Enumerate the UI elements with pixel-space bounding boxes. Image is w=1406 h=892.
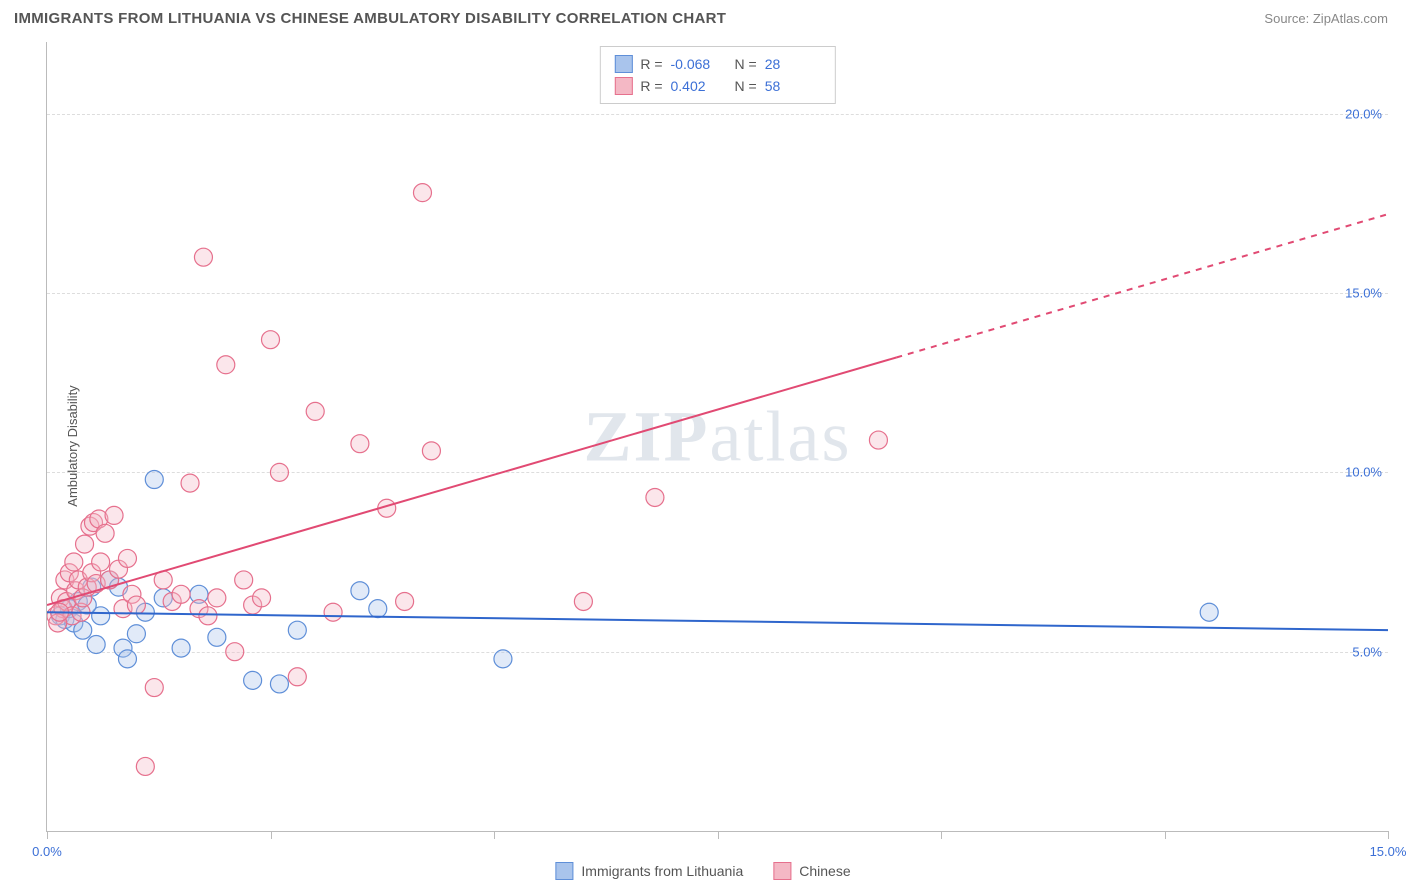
x-tick-label: 15.0%: [1370, 844, 1406, 859]
x-tick: [718, 831, 719, 839]
source-label: Source:: [1264, 11, 1309, 26]
lithuania-point: [87, 636, 105, 654]
chinese-point: [574, 592, 592, 610]
lithuania-swatch-icon: [555, 862, 573, 880]
chinese-point: [235, 571, 253, 589]
legend-item-lithuania: Immigrants from Lithuania: [555, 862, 743, 880]
source-attribution: Source: ZipAtlas.com: [1264, 11, 1388, 26]
chinese-point: [181, 474, 199, 492]
chinese-point: [118, 549, 136, 567]
chinese-point: [288, 668, 306, 686]
legend-label-lithuania: Immigrants from Lithuania: [581, 863, 743, 879]
chart-plot-area: ZIPatlas R = -0.068 N = 28 R = 0.402 N =…: [46, 42, 1388, 832]
correlation-legend-row-1: R = -0.068 N = 28: [614, 53, 820, 75]
x-tick: [1165, 831, 1166, 839]
chinese-point: [92, 553, 110, 571]
scatter-svg: [47, 42, 1388, 831]
chinese-point: [208, 589, 226, 607]
legend-item-chinese: Chinese: [773, 862, 850, 880]
chinese-point: [306, 402, 324, 420]
lithuania-point: [244, 671, 262, 689]
chinese-point: [145, 679, 163, 697]
chinese-point: [96, 524, 114, 542]
lithuania-point: [208, 628, 226, 646]
lithuania-r-value: -0.068: [671, 53, 727, 75]
header: IMMIGRANTS FROM LITHUANIA VS CHINESE AMB…: [0, 0, 1406, 35]
x-tick: [1388, 831, 1389, 839]
chinese-r-value: 0.402: [671, 75, 727, 97]
correlation-legend: R = -0.068 N = 28 R = 0.402 N = 58: [599, 46, 835, 104]
chinese-trendline: [47, 357, 896, 605]
chinese-point: [105, 506, 123, 524]
chinese-point: [226, 643, 244, 661]
chinese-trendline-extrapolated: [896, 214, 1388, 357]
chart-title: IMMIGRANTS FROM LITHUANIA VS CHINESE AMB…: [14, 10, 726, 27]
chinese-point: [351, 435, 369, 453]
r-label: R =: [640, 53, 662, 75]
chinese-point: [253, 589, 271, 607]
lithuania-point: [172, 639, 190, 657]
lithuania-point: [351, 582, 369, 600]
chinese-point: [324, 603, 342, 621]
chinese-point: [646, 488, 664, 506]
source-name: ZipAtlas.com: [1313, 11, 1388, 26]
x-tick: [271, 831, 272, 839]
lithuania-point: [1200, 603, 1218, 621]
lithuania-point: [145, 471, 163, 489]
chinese-point: [413, 184, 431, 202]
chinese-point: [396, 592, 414, 610]
chinese-point: [422, 442, 440, 460]
lithuania-point: [369, 600, 387, 618]
lithuania-point: [270, 675, 288, 693]
lithuania-n-value: 28: [765, 53, 821, 75]
chinese-point: [65, 553, 83, 571]
lithuania-swatch-icon: [614, 55, 632, 73]
correlation-legend-row-2: R = 0.402 N = 58: [614, 75, 820, 97]
chinese-point: [194, 248, 212, 266]
lithuania-point: [118, 650, 136, 668]
chinese-n-value: 58: [765, 75, 821, 97]
x-tick: [941, 831, 942, 839]
lithuania-point: [127, 625, 145, 643]
chinese-point: [270, 463, 288, 481]
lithuania-trendline: [47, 612, 1388, 630]
chinese-point: [172, 585, 190, 603]
chinese-point: [199, 607, 217, 625]
n-label: N =: [735, 53, 757, 75]
chinese-point: [76, 535, 94, 553]
chinese-point: [127, 596, 145, 614]
chinese-swatch-icon: [614, 77, 632, 95]
chinese-swatch-icon: [773, 862, 791, 880]
chinese-point: [869, 431, 887, 449]
x-tick: [47, 831, 48, 839]
chinese-point: [262, 331, 280, 349]
series-legend: Immigrants from Lithuania Chinese: [555, 862, 850, 880]
r-label: R =: [640, 75, 662, 97]
legend-label-chinese: Chinese: [799, 863, 850, 879]
chinese-point: [136, 757, 154, 775]
x-tick-label: 0.0%: [32, 844, 62, 859]
n-label: N =: [735, 75, 757, 97]
chinese-point: [217, 356, 235, 374]
x-tick: [494, 831, 495, 839]
lithuania-point: [494, 650, 512, 668]
lithuania-point: [288, 621, 306, 639]
